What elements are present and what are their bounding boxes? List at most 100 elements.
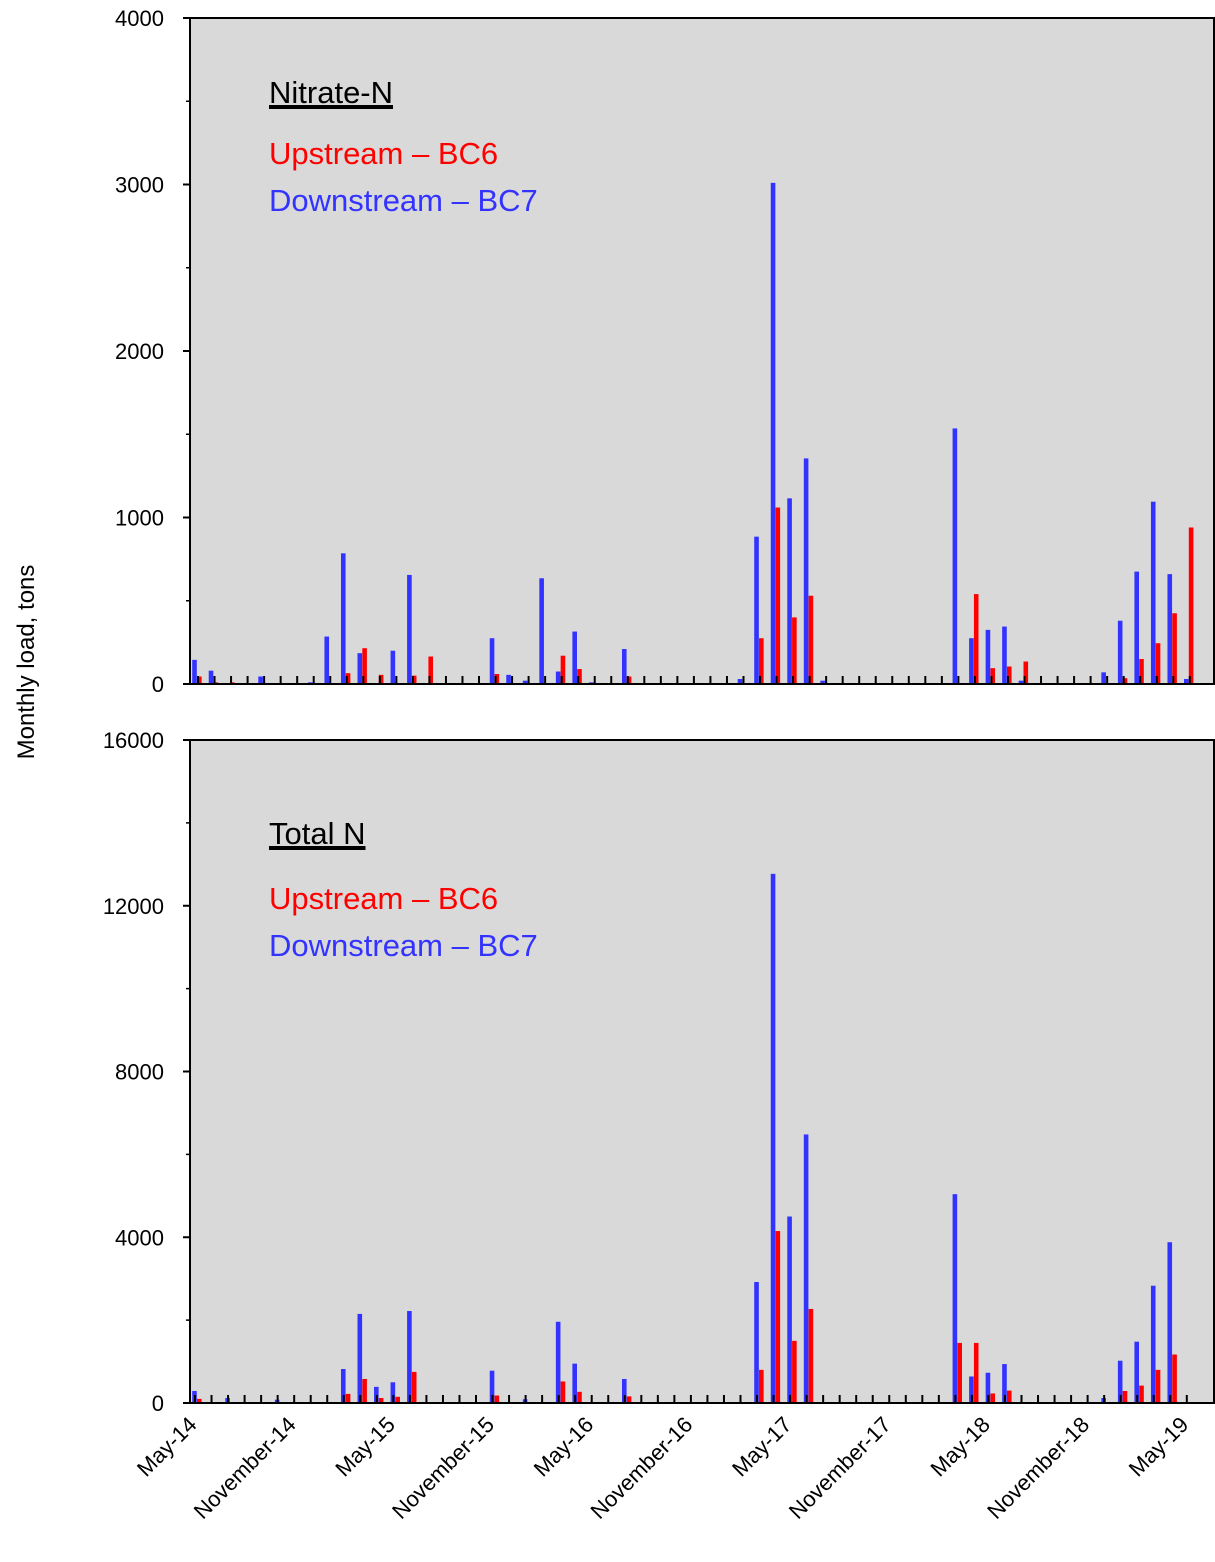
nitrate-n-upstream-bar	[197, 676, 202, 684]
total-n-downstream-bar	[489, 1370, 495, 1403]
nitrate-n-upstream-bar	[1006, 666, 1012, 684]
total-n-upstream-bar	[808, 1308, 814, 1403]
x-tick-label: May-17	[727, 1412, 797, 1482]
nitrate-n-downstream-bar	[952, 428, 958, 684]
total-n-upstream-bar	[990, 1393, 996, 1403]
total-n-upstream-bar	[957, 1342, 962, 1403]
total-n-y-tick-label: 4000	[115, 1225, 164, 1250]
nitrate-n-downstream-bar	[969, 638, 974, 684]
total-n-plot-area	[189, 739, 1215, 1404]
nitrate-n-downstream-bar	[985, 629, 991, 684]
total-n-downstream-bar	[340, 1369, 346, 1403]
nitrate-n-downstream-bar	[407, 574, 412, 684]
x-tick-label: November-17	[784, 1412, 896, 1524]
total-n-downstream-bar	[1117, 1360, 1123, 1403]
nitrate-n-downstream-bar	[340, 553, 346, 684]
x-tick-label: November-16	[586, 1412, 698, 1524]
total-n-downstream-bar	[407, 1311, 412, 1403]
x-tick-label: May-15	[330, 1412, 400, 1482]
nitrate-n-downstream-bar	[770, 182, 776, 684]
total-n-downstream-bar	[803, 1134, 809, 1403]
nitrate-n-y-tick-label: 4000	[115, 6, 164, 31]
x-tick-label: November-15	[387, 1412, 499, 1524]
total-n-downstream-bar	[952, 1194, 958, 1403]
total-n-downstream-bar	[572, 1363, 577, 1403]
total-n-upstream-bar	[775, 1231, 781, 1403]
total-n-y-tick-label: 8000	[115, 1060, 164, 1085]
nitrate-n-upstream-bar	[560, 655, 566, 684]
nitrate-n-downstream-bar	[754, 536, 759, 684]
total-n-legend-downstream: Downstream – BC7	[269, 928, 538, 963]
nitrate-n-downstream-bar	[208, 670, 214, 684]
total-n-downstream-bar	[621, 1378, 627, 1403]
total-n-y-tick-label: 12000	[103, 894, 164, 919]
total-n-downstream-bar	[770, 873, 776, 1403]
nitrate-n-upstream-bar	[1139, 659, 1144, 684]
nitrate-n-upstream-bar	[428, 656, 434, 684]
total-n-upstream-bar	[792, 1340, 797, 1403]
nitrate-n-downstream-bar	[1150, 501, 1156, 684]
x-tick-label: November-18	[982, 1412, 1094, 1524]
nitrate-n-downstream-bar	[192, 659, 197, 684]
nitrate-n-downstream-bar	[539, 578, 544, 684]
nitrate-n-downstream-bar	[1167, 574, 1173, 684]
total-n-upstream-bar	[378, 1398, 384, 1403]
total-n-y-tick-label: 0	[152, 1391, 164, 1416]
total-n-downstream-bar	[985, 1372, 991, 1403]
total-n-upstream-bar	[560, 1381, 566, 1403]
nitrate-n-upstream-bar	[1172, 613, 1177, 684]
nitrate-n-downstream-bar	[621, 649, 627, 684]
total-n-upstream-bar	[362, 1378, 367, 1403]
total-n-downstream-bar	[754, 1282, 759, 1403]
total-n-downstream-bar	[969, 1376, 974, 1403]
nitrate-n-downstream-bar	[1101, 672, 1106, 684]
total-n-upstream-bar	[1006, 1390, 1012, 1403]
nitrate-n-upstream-bar	[759, 638, 764, 684]
total-n-upstream-bar	[494, 1395, 500, 1403]
nitrate-n-upstream-bar	[1023, 661, 1029, 684]
nitrate-n-downstream-bar	[803, 458, 809, 684]
nitrate-n-legend-downstream: Downstream – BC7	[269, 183, 538, 218]
nitrate-n-downstream-bar	[787, 498, 792, 684]
nitrate-n-downstream-bar	[357, 653, 363, 684]
y-axis-label: Monthly load, tons	[13, 565, 40, 760]
total-n-upstream-bar	[1155, 1369, 1161, 1403]
x-tick-label: May-19	[1124, 1412, 1194, 1482]
nitrate-n-upstream-bar	[1188, 527, 1194, 684]
nitrate-n-upstream-bar	[345, 673, 351, 684]
nitrate-n-upstream-bar	[378, 674, 384, 684]
total-n-downstream-bar	[390, 1382, 396, 1403]
nitrate-n-downstream-bar	[390, 650, 396, 684]
nitrate-n-upstream-bar	[1122, 678, 1128, 684]
nitrate-n-downstream-bar	[489, 638, 495, 684]
nitrate-n-downstream-bar	[1184, 679, 1189, 684]
total-n-upstream-bar	[411, 1371, 417, 1403]
nitrate-n-downstream-bar	[572, 631, 577, 684]
nitrate-n-upstream-bar	[990, 668, 996, 684]
nitrate-n-upstream-bar	[973, 594, 979, 684]
x-tick-label: May-18	[925, 1412, 995, 1482]
total-n-downstream-bar	[1002, 1364, 1007, 1403]
nitrate-n-upstream-bar	[808, 595, 814, 684]
total-n-panel: 0 4000 8000 12000 16000 Total N Upstream – BC6…	[103, 728, 1215, 1416]
nitrate-n-upstream-bar	[792, 617, 797, 684]
nitrate-n-downstream-bar	[1134, 571, 1140, 684]
nitrate-n-upstream-bar	[362, 648, 367, 684]
total-n-upstream-bar	[1139, 1385, 1144, 1403]
total-n-upstream-bar	[759, 1369, 764, 1403]
total-n-upstream-bar	[577, 1391, 582, 1403]
nitrate-n-downstream-bar	[737, 679, 743, 684]
nitrate-n-upstream-bar	[626, 676, 632, 684]
nitrate-n-y-tick-label: 1000	[115, 506, 164, 531]
total-n-upstream-bar	[197, 1398, 202, 1403]
nitrate-n-y-tick-label: 0	[152, 672, 164, 697]
nitrate-n-upstream-bar	[577, 669, 582, 684]
nitrate-n-downstream-bar	[1117, 620, 1123, 684]
total-n-upstream-bar	[1122, 1390, 1128, 1403]
x-tick-label: November-14	[189, 1412, 301, 1524]
nitrate-n-panel: 0 1000 2000 3000 4000 Nitrate-N Upstream – BC6…	[115, 6, 1215, 697]
nitrate-n-downstream-bar	[506, 674, 511, 684]
total-n-upstream-bar	[973, 1342, 979, 1403]
nitrate-n-downstream-bar	[522, 680, 528, 684]
total-n-upstream-bar	[626, 1396, 632, 1403]
